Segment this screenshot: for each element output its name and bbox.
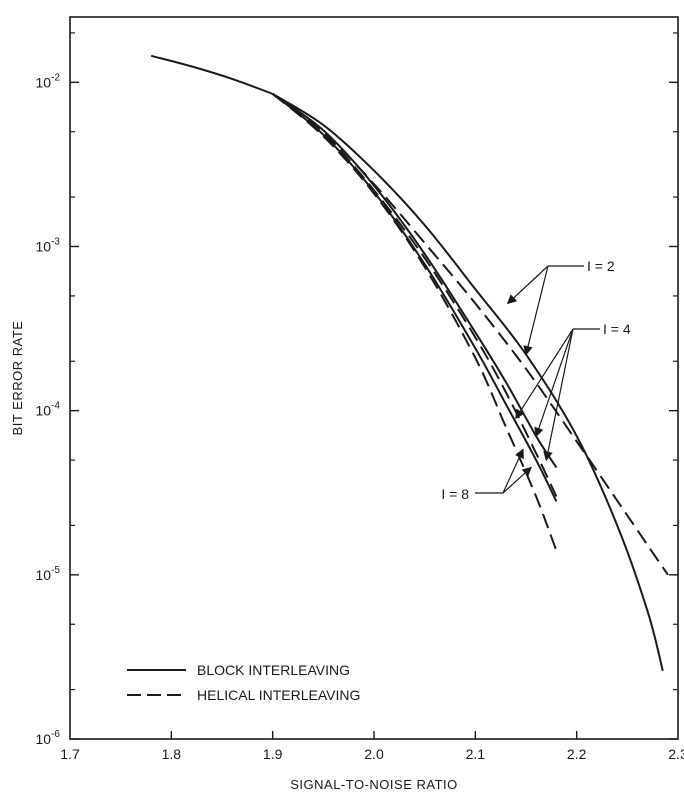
y-tick-label: 10-3 xyxy=(36,236,61,254)
annotation-layer: I = 2 I = 4 I = 8 xyxy=(441,258,630,502)
annotation-label: I = 4 xyxy=(603,321,631,337)
y-tick-label: 10-2 xyxy=(36,72,61,90)
y-axis-label: BIT ERROR RATE xyxy=(10,321,25,436)
series-i8-solid xyxy=(272,93,558,502)
y-tick-label: 10-4 xyxy=(36,401,61,419)
legend: BLOCK INTERLEAVING HELICAL INTERLEAVING xyxy=(127,662,360,703)
series-common-solid xyxy=(150,54,274,95)
series-i2-solid xyxy=(272,93,664,672)
annotation-arrow xyxy=(543,328,574,462)
series-i8-dashed xyxy=(272,93,558,552)
annotation-arrow xyxy=(523,265,549,356)
series-i4-dashed xyxy=(272,93,558,497)
annotation-label: I = 8 xyxy=(441,486,469,502)
annotation-arrow xyxy=(502,466,532,494)
x-axis-label: SIGNAL-TO-NOISE RATIO xyxy=(290,777,457,792)
x-tick-label: 2.0 xyxy=(364,746,384,762)
x-tick-label: 1.7 xyxy=(60,746,80,762)
series-i4-solid xyxy=(272,93,558,469)
legend-label-helical: HELICAL INTERLEAVING xyxy=(197,687,360,703)
annotation-arrow xyxy=(534,328,574,438)
annotation-label: I = 2 xyxy=(587,258,615,274)
x-tick-label: 1.9 xyxy=(263,746,283,762)
y-tick-label: 10-5 xyxy=(36,565,61,583)
annotation-arrow xyxy=(502,448,524,494)
axis-ticks: 1.7 1.8 1.9 2.0 2.1 2.2 2.3 10-2 10-3 10-4 10-5 10-… xyxy=(36,32,684,762)
plot-frame xyxy=(69,16,679,740)
legend-label-block: BLOCK INTERLEAVING xyxy=(197,662,350,678)
x-tick-label: 2.2 xyxy=(567,746,587,762)
y-tick-label: 10-6 xyxy=(36,729,61,747)
x-tick-label: 1.8 xyxy=(162,746,182,762)
curve-layer xyxy=(150,54,669,672)
x-tick-label: 2.3 xyxy=(668,746,684,762)
annotation-arrow xyxy=(506,265,549,305)
annotation-arrow xyxy=(515,328,574,420)
x-tick-label: 2.1 xyxy=(466,746,486,762)
